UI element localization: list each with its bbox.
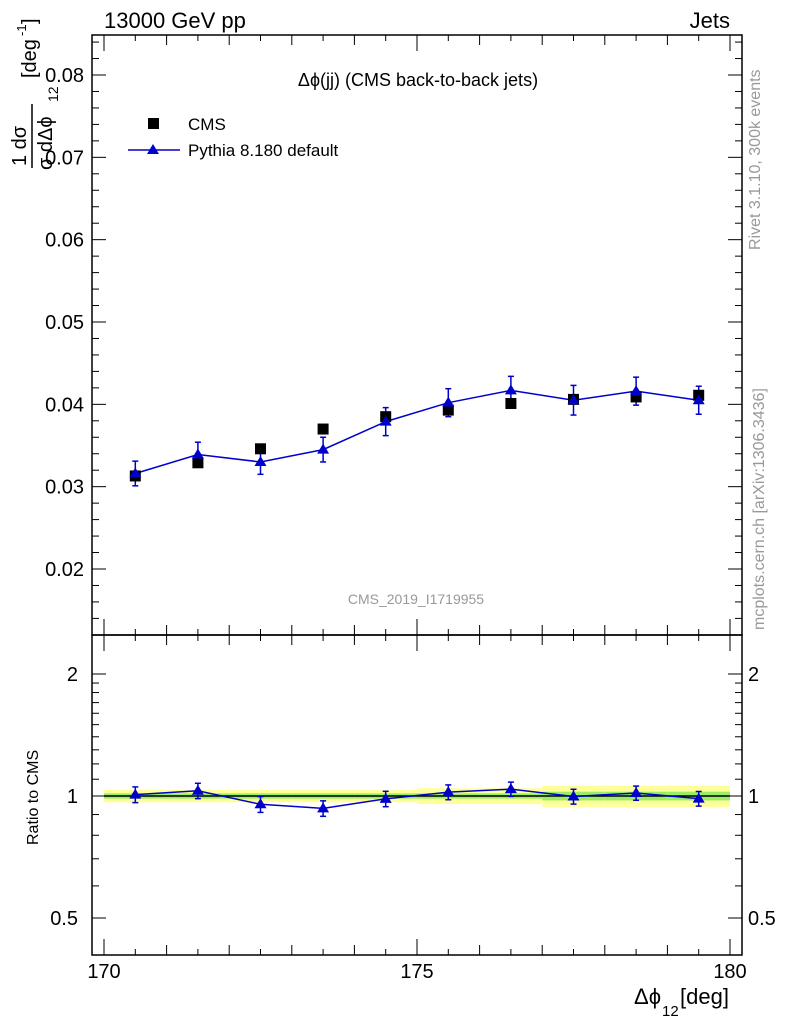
pythia-point (442, 396, 455, 407)
mcplots-label: mcplots.cern.ch [arXiv:1306.3436] (751, 388, 768, 630)
header-right: Jets (690, 8, 730, 33)
legend-marker-square (148, 118, 159, 129)
y-tick-label: 0.06 (45, 230, 84, 252)
y-tick-label: 0.03 (45, 477, 84, 499)
ratio-y-tick-label-right: 0.5 (748, 908, 776, 930)
pythia-point (567, 394, 580, 405)
ratio-point (254, 798, 267, 809)
watermark: CMS_2019_I1719955 (348, 591, 484, 607)
pythia-point (254, 455, 267, 466)
y-label-unit-close: ] (19, 18, 41, 24)
pythia-point (129, 467, 142, 478)
ratio-point (442, 786, 455, 797)
rivet-label: Rivet 3.1.10, 300k events (747, 69, 764, 250)
pythia-point (504, 384, 517, 395)
ratio-y-tick-label: 0.5 (50, 908, 78, 930)
legend: CMS Pythia 8.180 default (128, 115, 339, 160)
x-axis-label: Δϕ 12 [deg] (634, 984, 729, 1020)
cms-point (192, 457, 204, 469)
y-label-denominator: σ dΔϕ (35, 116, 57, 170)
legend-label-cms: CMS (188, 115, 226, 134)
ratio-y-tick-label: 2 (67, 664, 78, 686)
y-label-subscript: 12 (45, 86, 61, 102)
header-left: 13000 GeV pp (104, 8, 246, 33)
cms-point (442, 404, 454, 416)
legend-item-cms: CMS (148, 115, 226, 134)
ratio-y-tick-label: 1 (67, 786, 78, 808)
y-tick-label: 0.07 (45, 147, 84, 169)
y-label-unit: [deg (19, 39, 41, 78)
y-tick-label: 0.02 (45, 559, 84, 581)
ratio-point (191, 784, 204, 795)
main-y-axis-label: 1 dσ σ dΔϕ 12 [deg -1 ] (9, 18, 61, 170)
pythia-point (317, 443, 330, 454)
legend-label-pythia: Pythia 8.180 default (188, 141, 339, 160)
y-tick-label: 0.05 (45, 312, 84, 334)
pythia-point (191, 448, 204, 459)
y-tick-label: 0.04 (45, 394, 84, 416)
ratio-point (567, 790, 580, 801)
ratio-point (504, 783, 517, 794)
y-label-numerator: 1 dσ (9, 125, 31, 166)
x-label-unit: [deg] (680, 984, 729, 1009)
pythia-point (692, 394, 705, 405)
cms-point (630, 391, 642, 403)
y-label-unit-sup: -1 (14, 24, 29, 36)
ratio-y-tick-label-right: 1 (748, 786, 759, 808)
x-label-sub: 12 (662, 1003, 679, 1020)
main-plot: 0.02 0.03 0.04 0.05 0.06 0.07 0.08 Δϕ(jj) (CMS… (9, 18, 743, 636)
y-tick-label: 0.08 (45, 65, 84, 87)
cms-point (255, 443, 266, 455)
legend-item-pythia: Pythia 8.180 default (128, 141, 339, 160)
ratio-line (135, 788, 699, 810)
ratio-y-tick-label-right: 2 (748, 664, 759, 686)
ratio-point (692, 792, 705, 803)
cms-point (505, 398, 517, 410)
x-label-phi: Δϕ (634, 984, 661, 1009)
pythia-line (135, 389, 699, 475)
pythia-point (379, 415, 392, 426)
x-tick-label: 170 (87, 961, 120, 983)
cms-point (317, 423, 329, 435)
ratio-point (317, 802, 330, 813)
ratio-point (630, 787, 643, 798)
legend-marker-triangle (147, 144, 159, 154)
ratio-y-label: Ratio to CMS (25, 750, 42, 845)
ratio-point (129, 788, 142, 799)
ratio-plot-frame (91, 634, 743, 956)
plot-title: Δϕ(jj) (CMS back-to-back jets) (298, 70, 538, 90)
pythia-point (630, 385, 643, 396)
ratio-point (379, 792, 392, 803)
x-tick-label: 175 (400, 961, 433, 983)
x-tick-label: 180 (713, 961, 746, 983)
